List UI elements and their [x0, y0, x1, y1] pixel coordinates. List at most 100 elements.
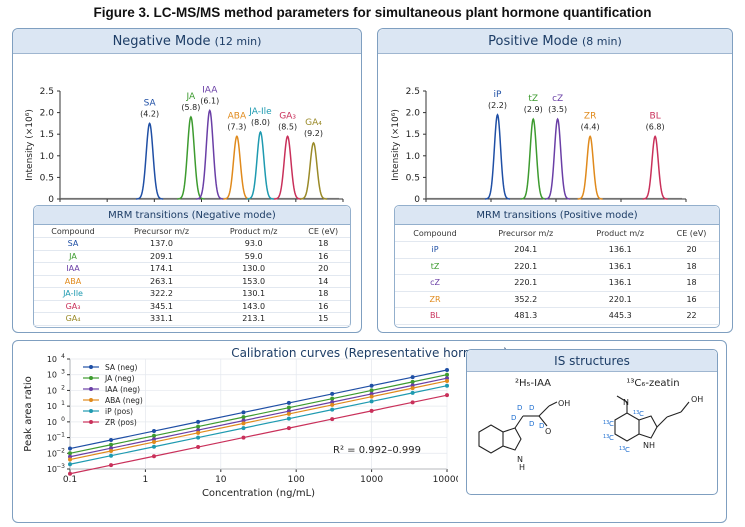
zeatin-c13-1: 13 — [603, 420, 609, 426]
pos-peak-iP — [484, 113, 511, 200]
negative-mrm-table-box: MRM transitions (Negative mode) Compound… — [33, 205, 351, 328]
cal-point — [445, 378, 449, 383]
cal-point — [241, 421, 246, 426]
cal-xtick-label: 10000 — [433, 475, 458, 485]
neg-cell-pr: 213.1 — [210, 312, 297, 326]
neg-cell-pr: 130.0 — [210, 262, 297, 276]
cal-point — [68, 454, 72, 459]
neg-peak-rt: (8.5) — [278, 122, 297, 131]
zeatin-c13-2-c: C — [609, 434, 614, 442]
positive-mode-header: Positive Mode (8 min) — [378, 29, 732, 54]
neg-cell-c: ABA — [34, 275, 113, 288]
cal-point — [445, 383, 449, 388]
cal-point — [445, 393, 449, 398]
calibration-chart: 0.111010010001000010−310−210−11001011021… — [23, 353, 458, 499]
iaa-nh-n: N — [517, 455, 523, 464]
neg-cell-p: 137.0 — [112, 237, 211, 251]
pos-header-cell: Precursor m/z — [475, 225, 577, 242]
pos-peak-name: cZ — [552, 94, 563, 104]
pos-cell-pr: 220.1 — [576, 291, 665, 308]
neg-cell-pr: 153.0 — [210, 275, 297, 288]
neg-cell-ce: 14 — [296, 275, 350, 288]
neg-cell-pr: 93.0 — [210, 237, 297, 251]
neg-peak-name: IAA — [202, 85, 218, 95]
neg-peak-name: GA₃ — [279, 111, 296, 121]
iaa-d5-label: ²H₅-IAA — [515, 378, 551, 389]
neg-cell-ce: 15 — [296, 312, 350, 326]
cal-legend-marker — [89, 376, 93, 380]
cal-series-line — [69, 394, 448, 475]
pos-cell-p: 204.1 — [475, 241, 577, 259]
pos-peak-ZR — [577, 135, 603, 200]
neg-cell-pr: 143.0 — [210, 300, 297, 313]
pos-peak-tZ — [520, 117, 546, 200]
neg-table-row: GA₄ 331.1 213.1 15 — [34, 312, 350, 326]
pos-table-row: cZ 220.1 136.1 18 — [395, 274, 719, 292]
positive-mrm-table-title: MRM transitions (Positive mode) — [395, 206, 719, 225]
neg-peak-name: ABA — [228, 111, 247, 121]
neg-peak-name: JA-Ile — [248, 107, 272, 117]
neg-cell-c: SA — [34, 237, 113, 251]
negative-mrm-table-title: MRM transitions (Negative mode) — [34, 206, 350, 225]
cal-point — [286, 411, 291, 416]
cal-point — [196, 445, 201, 450]
zeatin-oh: OH — [691, 395, 703, 404]
neg-cell-c: IAA — [34, 262, 113, 276]
pos-cell-pr: 445.3 — [576, 307, 665, 325]
cal-legend-marker — [89, 420, 93, 424]
pos-ytick-label: 0 — [414, 195, 420, 205]
negative-mode-time: (12 min) — [214, 35, 262, 48]
cal-point — [286, 400, 291, 405]
neg-cell-pr: 130.1 — [210, 287, 297, 301]
cal-point — [330, 402, 335, 407]
pos-peak-BL — [642, 135, 668, 200]
cal-xtick-label: 0.1 — [63, 475, 77, 485]
figure-title: Figure 3. LC-MS/MS method parameters for… — [93, 5, 652, 20]
pos-cell-c: iP — [395, 241, 476, 259]
pos-cell-p: 220.1 — [475, 258, 577, 275]
positive-mode-title: Positive Mode — [488, 34, 578, 49]
neg-peak-name: GA₄ — [305, 118, 322, 128]
cal-point — [330, 396, 335, 401]
neg-peak-rt: (7.3) — [227, 122, 246, 131]
neg-peak-ABA — [223, 135, 251, 200]
cal-point — [151, 444, 156, 449]
cal-point — [369, 394, 374, 399]
iaa-d-3: D — [511, 414, 516, 422]
cal-point — [286, 416, 291, 421]
cal-point — [445, 367, 449, 372]
neg-ytick-label: 1.5 — [40, 130, 54, 140]
cal-ytick-label: 10 — [47, 371, 57, 380]
cal-point — [369, 391, 374, 396]
iaa-d-4: D — [529, 420, 534, 428]
neg-header-cell: CE (eV) — [296, 225, 350, 238]
pos-cell-pr: 136.1 — [576, 258, 665, 275]
cal-point — [109, 438, 114, 443]
pos-peak-name: tZ — [528, 94, 538, 104]
cal-point — [68, 471, 72, 476]
pos-cell-c: tZ — [395, 258, 476, 275]
pos-cell-ce: 16 — [664, 291, 719, 308]
cal-point — [196, 419, 201, 424]
pos-cell-pr: 136.1 — [576, 274, 665, 292]
cal-point — [151, 437, 156, 442]
cal-point — [68, 446, 72, 451]
cal-point — [241, 435, 246, 440]
neg-peak-IAA — [196, 108, 224, 200]
neg-cell-p: 322.2 — [112, 287, 211, 301]
calibration-panel: Calibration curves (Representative hormo… — [12, 340, 727, 523]
neg-peak-name: JA — [186, 92, 196, 102]
cal-point — [68, 462, 72, 467]
cal-xtick-label: 1000 — [360, 475, 383, 485]
neg-peak-GA₄ — [299, 141, 328, 200]
cal-point — [241, 426, 246, 431]
pos-header-cell: Compound — [395, 225, 476, 242]
cal-point — [196, 428, 201, 433]
cal-ytick-label: 10 — [47, 465, 57, 474]
pos-peak-rt: (2.9) — [524, 105, 543, 114]
negative-mode-header: Negative Mode (12 min) — [13, 29, 361, 54]
pos-table-row: ZR 352.2 220.1 16 — [395, 291, 719, 308]
positive-mrm-table-box: MRM transitions (Positive mode) Compound… — [394, 205, 720, 328]
neg-cell-ce: 16 — [296, 300, 350, 313]
cal-point — [241, 410, 246, 415]
